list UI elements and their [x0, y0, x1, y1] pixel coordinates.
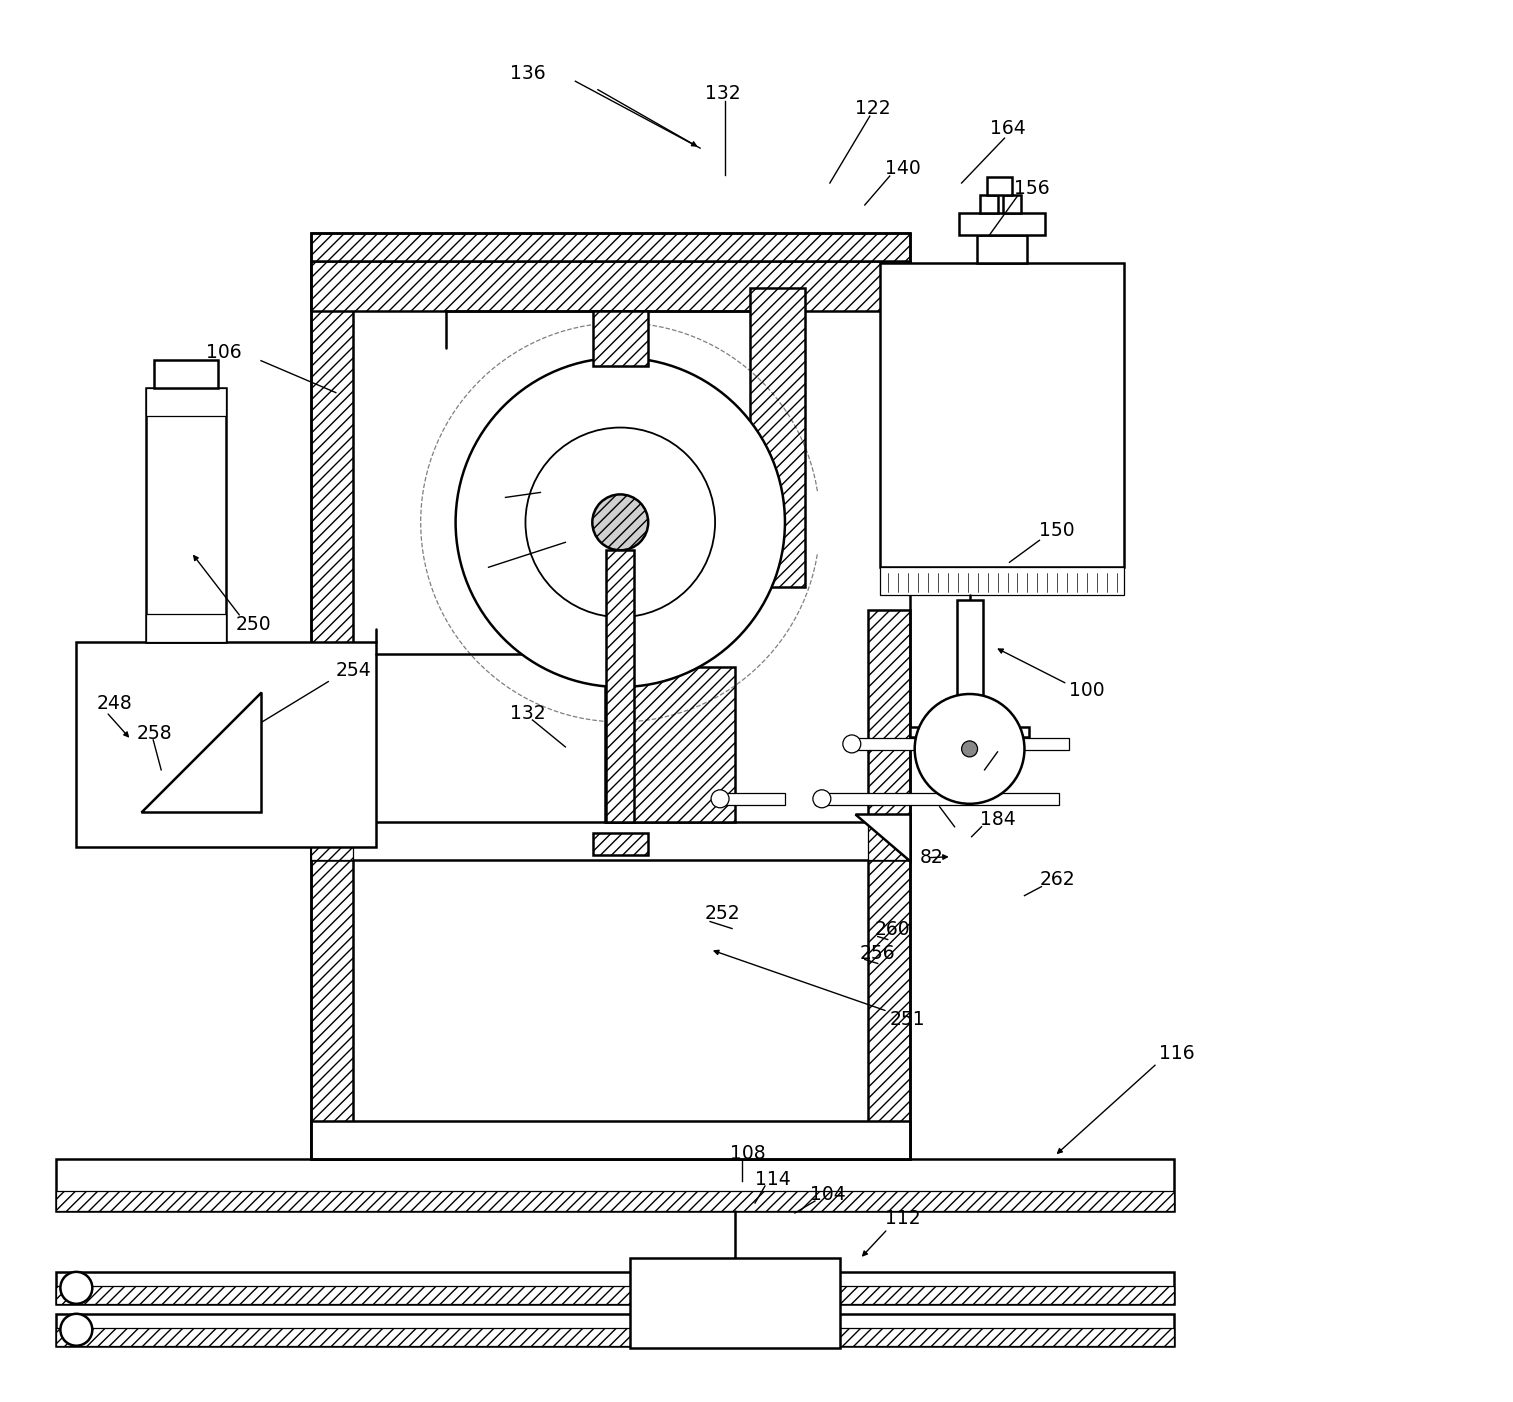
Bar: [310, 822, 353, 859]
Text: 260: 260: [875, 920, 911, 939]
Bar: [310, 261, 909, 311]
Bar: [868, 822, 909, 859]
Bar: [310, 1122, 909, 1159]
Circle shape: [915, 694, 1024, 803]
Bar: [593, 833, 648, 855]
Bar: [956, 600, 982, 705]
Bar: [879, 568, 1124, 596]
Bar: [909, 728, 1029, 737]
Text: 114: 114: [755, 1169, 791, 1189]
Polygon shape: [855, 813, 909, 861]
Text: 116: 116: [1159, 1044, 1195, 1063]
Circle shape: [592, 495, 648, 551]
Text: 150: 150: [1039, 520, 1076, 540]
Bar: [56, 1272, 1174, 1304]
Polygon shape: [956, 705, 982, 721]
Text: 140: 140: [885, 158, 920, 178]
Text: 262: 262: [1039, 871, 1076, 889]
Bar: [716, 792, 785, 805]
Text: 82: 82: [920, 848, 944, 868]
Text: 206: 206: [935, 791, 970, 809]
Bar: [605, 667, 735, 822]
Bar: [147, 387, 225, 415]
Text: 248: 248: [97, 694, 132, 714]
Circle shape: [525, 428, 716, 617]
Bar: [879, 262, 1124, 568]
Text: 120: 120: [460, 555, 496, 573]
Text: 100: 100: [1070, 680, 1104, 700]
Bar: [56, 1314, 1174, 1346]
Bar: [1003, 195, 1021, 213]
Text: 258: 258: [136, 725, 172, 743]
Bar: [555, 604, 610, 666]
Bar: [56, 1159, 1174, 1211]
Bar: [310, 233, 909, 261]
Circle shape: [812, 789, 831, 808]
Text: 122: 122: [855, 98, 891, 118]
Circle shape: [711, 789, 729, 808]
Text: 250: 250: [236, 614, 272, 634]
Text: 124: 124: [481, 482, 516, 502]
Text: 184: 184: [979, 810, 1015, 829]
Bar: [980, 195, 999, 213]
Bar: [76, 642, 375, 847]
Bar: [750, 287, 805, 587]
Text: 182: 182: [994, 735, 1030, 753]
Bar: [154, 360, 218, 387]
Text: 112: 112: [885, 1210, 920, 1228]
Text: 104: 104: [809, 1185, 846, 1203]
Bar: [56, 1328, 1174, 1346]
Text: 156: 156: [1015, 178, 1050, 198]
Bar: [868, 610, 909, 1159]
Text: 136: 136: [510, 63, 546, 83]
Bar: [816, 792, 1059, 805]
Bar: [147, 387, 225, 642]
Text: 254: 254: [336, 660, 372, 680]
Text: 252: 252: [705, 904, 741, 923]
Polygon shape: [141, 693, 260, 812]
Text: 164: 164: [990, 119, 1026, 137]
Circle shape: [61, 1314, 92, 1346]
Bar: [959, 213, 1045, 236]
Circle shape: [61, 1272, 92, 1304]
Text: 251: 251: [890, 1009, 926, 1029]
Bar: [631, 1258, 840, 1347]
Circle shape: [455, 358, 785, 687]
Bar: [607, 551, 634, 822]
Bar: [56, 1192, 1174, 1211]
Text: 256: 256: [859, 944, 896, 963]
Text: 106: 106: [206, 343, 242, 362]
Bar: [844, 737, 1070, 750]
Bar: [56, 1286, 1174, 1304]
Text: 132: 132: [705, 84, 741, 102]
Circle shape: [962, 740, 977, 757]
Bar: [147, 614, 225, 642]
Circle shape: [843, 735, 861, 753]
Bar: [977, 236, 1027, 262]
Bar: [986, 177, 1012, 195]
Bar: [310, 261, 353, 1159]
Bar: [310, 822, 909, 859]
Bar: [593, 311, 648, 366]
Text: 108: 108: [731, 1144, 766, 1162]
Text: 132: 132: [510, 704, 546, 723]
